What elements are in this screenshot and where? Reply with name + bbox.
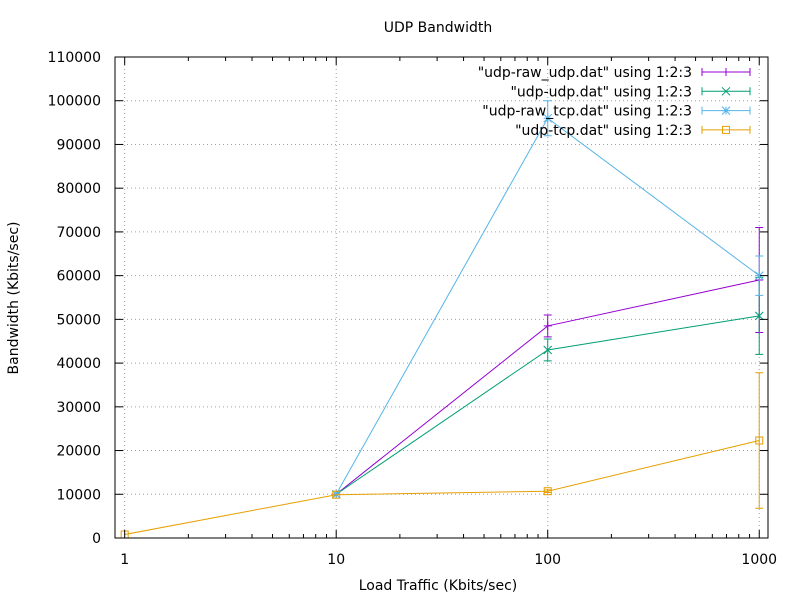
data-point — [332, 490, 341, 499]
error-bar — [543, 489, 552, 494]
x-tick-label: 1000 — [741, 552, 777, 568]
legend-errorbar — [701, 68, 751, 76]
series-3 — [120, 372, 764, 539]
data-point — [754, 271, 764, 280]
y-tick-label: 40000 — [56, 356, 101, 372]
legend-errorbar — [701, 125, 751, 134]
x-tick-label: 100 — [534, 552, 561, 568]
y-tick-label: 10000 — [56, 487, 101, 503]
legend-marker — [721, 86, 731, 96]
legend-label: "udp-udp.dat" using 1:2:3 — [510, 84, 692, 100]
data-point — [755, 436, 764, 445]
legend-entry: "udp-udp.dat" using 1:2:3 — [510, 84, 751, 100]
y-tick-label: 70000 — [56, 225, 101, 241]
legend-label: "udp-tcp.dat" using 1:2:3 — [515, 123, 692, 139]
y-tick-label: 0 — [92, 531, 101, 547]
y-tick-label: 90000 — [56, 137, 101, 153]
data-point — [543, 345, 553, 355]
y-axis-label: Bandwidth (Kbits/sec) — [6, 222, 22, 375]
y-tick-label: 60000 — [56, 269, 101, 285]
data-point — [543, 487, 552, 496]
y-tick-label: 30000 — [56, 400, 101, 416]
error-bar — [755, 372, 764, 509]
series-line — [124, 440, 760, 535]
legend-entry: "udp-raw_udp.dat" using 1:2:3 — [478, 65, 751, 81]
chart-title: UDP Bandwidth — [384, 20, 492, 36]
data-point — [543, 321, 552, 330]
y-tick-label: 80000 — [56, 181, 101, 197]
plot-frame — [114, 56, 769, 539]
legend-entry: "udp-raw_tcp.dat" using 1:2:3 — [482, 104, 751, 120]
x-tick-label: 1 — [120, 552, 129, 568]
axis-ticks: 0 10000 20000 30000 40000 50000 60000 70000 8000… — [48, 50, 778, 568]
data-point — [754, 311, 764, 321]
y-tick-label: 50000 — [56, 312, 101, 328]
legend-marker — [722, 125, 730, 134]
x-tick-label: 10 — [327, 552, 345, 568]
legend-marker — [721, 106, 731, 115]
legend-errorbar — [701, 106, 751, 115]
data-point — [543, 113, 553, 123]
series-layer — [120, 100, 764, 539]
x-axis-label: Load Traffic (Kbits/sec) — [359, 578, 518, 594]
y-tick-label: 110000 — [48, 50, 101, 66]
series-2 — [331, 100, 764, 499]
legend-errorbar — [701, 87, 751, 96]
y-tick-label: 100000 — [48, 94, 101, 110]
legend-label: "udp-raw_tcp.dat" using 1:2:3 — [482, 104, 692, 120]
y-tick-label: 20000 — [56, 444, 101, 460]
legend: "udp-raw_udp.dat" using 1:2:3 "udp-udp.da… — [478, 65, 751, 139]
legend-marker — [722, 68, 730, 76]
legend-label: "udp-raw_udp.dat" using 1:2:3 — [478, 65, 692, 81]
series-line — [335, 279, 760, 495]
legend-entry: "udp-tcp.dat" using 1:2:3 — [515, 123, 751, 139]
